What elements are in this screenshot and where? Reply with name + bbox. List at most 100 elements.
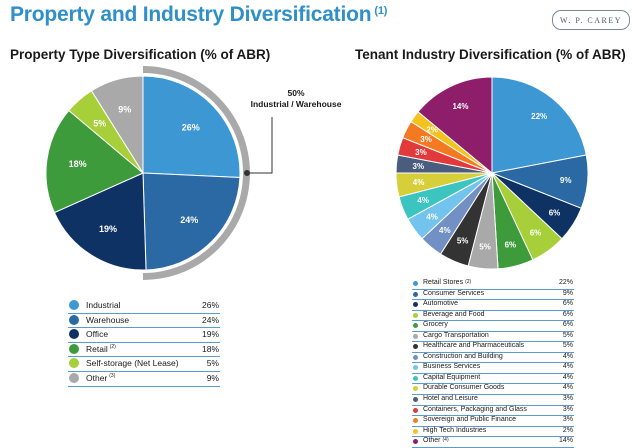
property-type-pie: 26% 24% 19% 18% 5% 9% [45, 75, 241, 271]
legend-swatch [413, 333, 418, 339]
industrial-warehouse-bracket: 50%Industrial / Warehouse [143, 66, 342, 280]
legend-label: Durable Consumer Goods [423, 384, 505, 392]
industry-legend-row-high-tech-industries: High Tech Industries 2% [412, 427, 574, 438]
legend-value: 3% [562, 395, 573, 403]
legend-swatch [69, 343, 79, 354]
legend-value: 6% [562, 310, 573, 318]
industry-slice-label-capital-equipment: 4% [417, 196, 429, 205]
industry-slice-label-hotel-and-leisure: 3% [413, 162, 425, 171]
tenant-industry-pie: 22%9%6%6%6%5%5%4%4%4%4%3%3%3%2%14% [395, 76, 589, 270]
bracket-value: 50% [287, 88, 304, 98]
industry-legend-row-durable-consumer-goods: Durable Consumer Goods 4% [412, 384, 574, 396]
industry-legend-row-hotel-and-leisure: Hotel and Leisure 3% [412, 395, 574, 406]
legend-swatch [413, 375, 418, 381]
legend-swatch [413, 302, 418, 308]
legend-swatch [413, 312, 418, 318]
legend-value: 5% [206, 358, 219, 369]
legend-label: Office [86, 329, 109, 340]
industry-legend-row-capital-equipment: Capital Equipment 4% [412, 374, 574, 385]
property-slice-label-self-storage-net-lease: 5% [93, 118, 106, 128]
legend-swatch [413, 428, 418, 434]
legend-label: Capital Equipment [423, 373, 481, 381]
legend-label: Retail Stores (2) [423, 279, 472, 286]
legend-value: 2% [562, 426, 573, 434]
legend-value: 3% [562, 416, 573, 424]
industry-legend-row-sovereign-and-public-finance: Sovereign and Public Finance 3% [412, 416, 574, 427]
industry-slice-label-grocery: 6% [505, 240, 517, 249]
legend-footnote: (2) [109, 343, 116, 350]
industry-slice-label-business-services: 4% [426, 212, 438, 221]
legend-value: 26% [201, 300, 219, 310]
bracket-connector-line [247, 117, 273, 174]
legend-label: Sovereign and Public Finance [423, 416, 517, 424]
property-slice-industrial [142, 75, 241, 179]
property-slice-label-other: 9% [118, 105, 131, 115]
property-type-legend: Industrial 26% Warehouse 24% Office 19% Retail… [68, 299, 220, 387]
legend-swatch [413, 386, 418, 392]
legend-value: 5% [562, 331, 573, 339]
property-slice-label-industrial: 26% [182, 123, 200, 133]
legend-swatch [413, 354, 418, 360]
legend-label: Business Services [423, 363, 481, 371]
industry-legend-row-cargo-transportation: Cargo Transportation 5% [412, 332, 574, 343]
legend-label: Containers, Packaging and Glass [423, 405, 527, 413]
tenant-industry-legend: Retail Stores (2) 22% Consumer Services 9% Au… [412, 279, 574, 448]
bracket-label: Industrial / Warehouse [251, 99, 342, 109]
legend-value: 4% [562, 363, 573, 371]
legend-label: Automotive [423, 300, 459, 308]
legend-value: 9% [206, 372, 219, 383]
legend-swatch [413, 418, 418, 424]
industry-slice-label-consumer-services: 9% [560, 176, 572, 185]
page-title: Property and Industry Diversification (1) [10, 3, 388, 26]
property-slice-label-office: 19% [99, 224, 117, 234]
industry-legend-row-business-services: Business Services 4% [412, 363, 574, 374]
legend-footnote: (2) [465, 279, 472, 285]
legend-label: Other (4) [423, 437, 449, 445]
industry-slice-label-healthcare-and-pharmaceuticals: 5% [457, 237, 469, 246]
property-legend-row-industrial: Industrial 26% [68, 299, 220, 314]
legend-swatch [413, 281, 418, 286]
legend-label: Grocery [423, 321, 448, 329]
legend-footnote: (4) [442, 437, 449, 444]
legend-swatch [69, 329, 79, 340]
legend-swatch [413, 323, 418, 329]
legend-value: 24% [201, 314, 219, 325]
legend-footnote: (3) [109, 372, 116, 379]
legend-label: Hotel and Leisure [423, 395, 478, 403]
industry-slice-label-construction-and-building: 4% [439, 226, 451, 235]
legend-value: 6% [562, 300, 573, 308]
legend-swatch [413, 397, 418, 403]
legend-swatch [413, 407, 418, 413]
industry-slice-label-sovereign-and-public-finance: 3% [420, 135, 432, 144]
industry-slice-other [417, 76, 493, 175]
industry-legend-row-grocery: Grocery 6% [412, 321, 574, 332]
property-slice-office [53, 172, 147, 271]
industry-legend-row-retail-stores: Retail Stores (2) 22% [412, 279, 574, 290]
title-footnote: (1) [374, 5, 388, 17]
property-legend-row-office: Office 19% [68, 328, 220, 343]
legend-label: Consumer Services [423, 289, 485, 297]
industry-slice-label-automotive: 6% [549, 208, 561, 217]
legend-value: 4% [562, 373, 573, 381]
property-slice-label-retail: 18% [69, 159, 87, 169]
industry-slice-label-retail-stores: 22% [531, 112, 547, 121]
legend-value: 18% [201, 343, 219, 354]
property-legend-row-warehouse: Warehouse 24% [68, 314, 220, 329]
legend-swatch [69, 358, 79, 369]
property-chart-title: Property Type Diversification (% of ABR) [10, 47, 271, 62]
industry-slice-label-beverage-and-food: 6% [530, 229, 542, 238]
legend-swatch [69, 300, 79, 310]
legend-swatch [413, 439, 418, 445]
legend-value: 3% [562, 405, 573, 413]
industry-slice-retail-stores [491, 76, 587, 174]
property-legend-row-other: Other (3) 9% [68, 372, 220, 387]
legend-label: Cargo Transportation [423, 331, 489, 339]
industry-slice-label-cargo-transportation: 5% [479, 242, 491, 251]
company-logo: W. P. CAREY [552, 10, 630, 30]
legend-label: Healthcare and Pharmaceuticals [423, 342, 525, 350]
pie-charts-canvas: 26% 24% 19% 18% 5% 9% 50%Industrial / Warehou… [45, 66, 589, 280]
legend-value: 6% [562, 321, 573, 329]
legend-label: High Tech Industries [423, 426, 487, 434]
industry-legend-row-construction-and-building: Construction and Building 4% [412, 353, 574, 364]
legend-swatch [69, 372, 79, 383]
